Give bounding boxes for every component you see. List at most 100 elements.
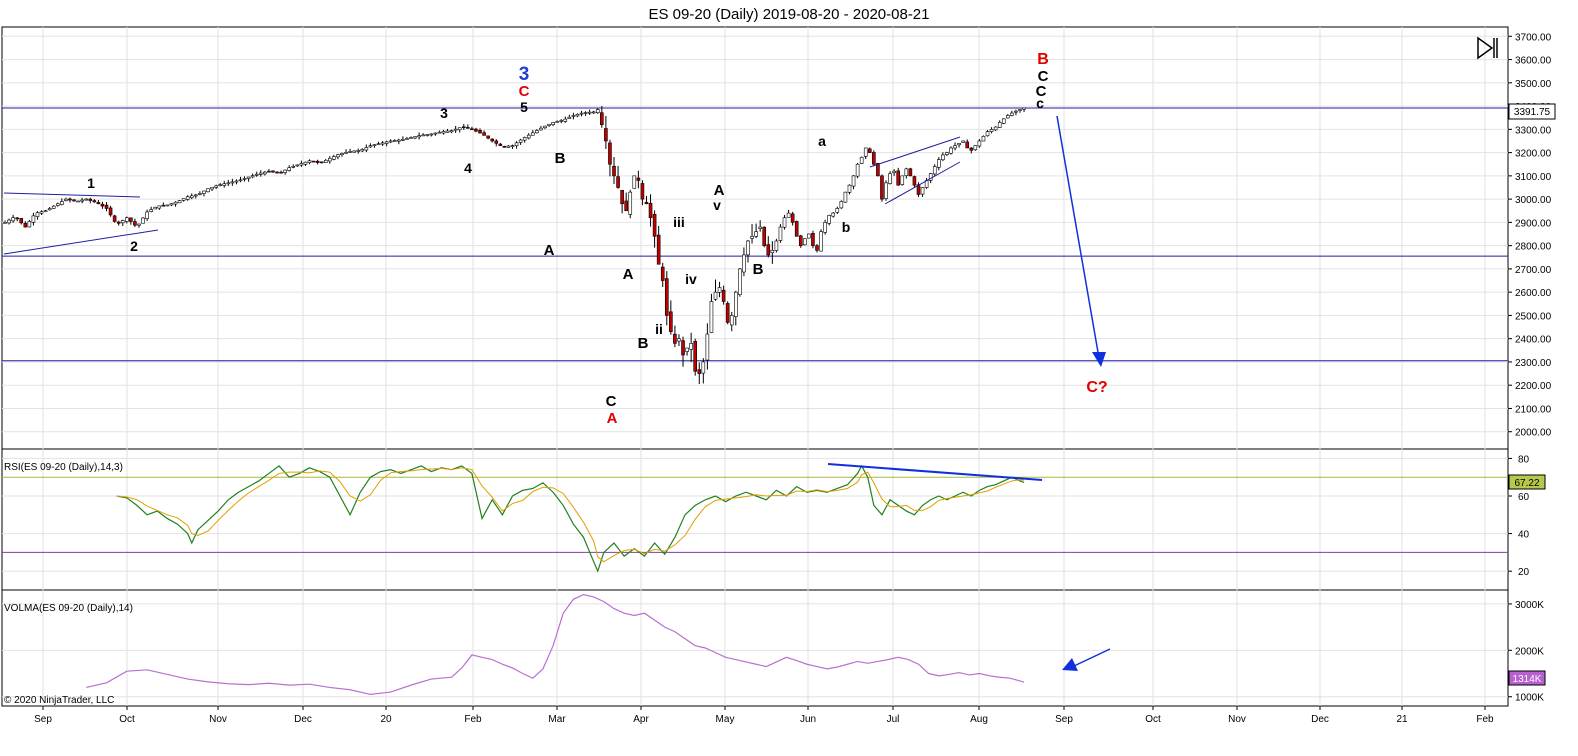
candle-body bbox=[474, 128, 478, 132]
candle-body bbox=[51, 205, 56, 209]
candle-body bbox=[206, 188, 210, 193]
candle-body bbox=[490, 138, 495, 142]
wave-label: ii bbox=[655, 321, 663, 337]
candle-body bbox=[19, 218, 24, 224]
candle-body bbox=[973, 145, 978, 151]
candle-body bbox=[945, 152, 949, 155]
candle-body bbox=[664, 278, 669, 316]
candle-body bbox=[725, 303, 730, 323]
wave-label: 1 bbox=[87, 175, 95, 191]
wave-label: 3 bbox=[440, 105, 448, 121]
candle-body bbox=[279, 171, 283, 174]
candle-body bbox=[356, 150, 361, 152]
candle-body bbox=[482, 132, 486, 136]
volma-value-box: 1314K bbox=[1508, 670, 1546, 686]
candle-body bbox=[498, 143, 503, 146]
candle-body bbox=[129, 217, 133, 222]
y-tick-label: 2700.00 bbox=[1515, 265, 1552, 276]
rsi-last-value: 67.22 bbox=[1514, 478, 1539, 489]
candle-body bbox=[900, 175, 905, 185]
vol-tick-label: 3000K bbox=[1515, 600, 1544, 611]
price-box: 3391.75 bbox=[1508, 103, 1556, 120]
wave-label: B bbox=[555, 150, 566, 167]
candle-body bbox=[1010, 112, 1014, 116]
candle-body bbox=[579, 112, 584, 115]
volma-panel-title: VOLMA(ES 09-20 (Daily),14) bbox=[4, 603, 133, 614]
candle-body bbox=[993, 126, 998, 131]
candle-body bbox=[766, 244, 771, 256]
candle-body bbox=[559, 120, 564, 122]
candle-body bbox=[401, 139, 405, 141]
candle-body bbox=[254, 173, 259, 176]
candle-body bbox=[1022, 107, 1026, 110]
candle-body bbox=[514, 142, 519, 147]
wedge-upper-line bbox=[869, 136, 961, 168]
candle-body bbox=[222, 183, 227, 186]
candle-body bbox=[551, 122, 555, 125]
candle-body bbox=[27, 221, 32, 228]
candle-body bbox=[137, 223, 141, 226]
x-tick-label: Jun bbox=[800, 714, 816, 725]
candle-body bbox=[307, 160, 312, 163]
candle-body bbox=[364, 147, 369, 151]
candle-body bbox=[39, 211, 44, 214]
y-tick-label: 3300.00 bbox=[1515, 125, 1552, 136]
rsi-tick-label: 40 bbox=[1518, 530, 1530, 541]
play-icon[interactable] bbox=[1477, 36, 1498, 60]
candle-body bbox=[746, 240, 750, 256]
candle-body bbox=[526, 134, 531, 139]
x-tick-label: 21 bbox=[1396, 714, 1408, 725]
candle-body bbox=[640, 183, 645, 200]
candle-body bbox=[969, 147, 974, 151]
candle-body bbox=[798, 235, 803, 246]
candle-body bbox=[413, 136, 417, 139]
candle-body bbox=[31, 215, 36, 223]
candle-body bbox=[169, 203, 174, 206]
rsi-lines bbox=[116, 464, 1025, 573]
candle-body bbox=[177, 200, 182, 204]
x-tick-label: Feb bbox=[464, 714, 482, 725]
candle-body bbox=[303, 161, 308, 165]
candle-body bbox=[790, 213, 795, 223]
wave-label: C bbox=[1038, 68, 1049, 85]
wave-label: B bbox=[1037, 51, 1049, 68]
candle-body bbox=[880, 175, 884, 200]
candle-body bbox=[839, 201, 844, 209]
vol-tick-label: 2000K bbox=[1515, 646, 1544, 657]
candle-body bbox=[827, 215, 831, 224]
x-tick-label: 20 bbox=[380, 714, 392, 725]
candle-body bbox=[774, 240, 779, 251]
candle-body bbox=[7, 219, 11, 224]
candle-body bbox=[384, 141, 389, 144]
candle-body bbox=[348, 151, 352, 153]
candle-body bbox=[234, 180, 239, 183]
candle-body bbox=[405, 138, 409, 140]
candle-body bbox=[133, 221, 137, 226]
candle-body bbox=[709, 301, 714, 333]
drawing-tools bbox=[3, 115, 1111, 671]
candle-body bbox=[648, 202, 653, 219]
x-tick-label: Mar bbox=[548, 714, 566, 725]
candle-body bbox=[502, 146, 507, 148]
candle-body bbox=[957, 142, 961, 146]
candle-body bbox=[35, 212, 40, 217]
wave-label: b bbox=[842, 219, 851, 235]
x-tick-label: Apr bbox=[633, 714, 649, 725]
candle-body bbox=[238, 179, 243, 182]
wave-label: a bbox=[818, 133, 826, 149]
candle-body bbox=[567, 116, 572, 120]
wave-label: iv bbox=[685, 271, 697, 287]
candle-body bbox=[449, 130, 454, 133]
candle-body bbox=[539, 127, 543, 131]
candle-body bbox=[372, 144, 377, 146]
candle-body bbox=[327, 158, 332, 162]
rsi-line bbox=[116, 464, 1025, 573]
candle-body bbox=[863, 147, 868, 157]
candle-body bbox=[876, 163, 880, 177]
candle-body bbox=[417, 135, 421, 138]
wave-label: C bbox=[606, 393, 617, 410]
candle-body bbox=[693, 341, 698, 372]
wave-label: v bbox=[713, 197, 721, 213]
candle-body bbox=[470, 128, 474, 131]
candle-body bbox=[705, 333, 710, 361]
